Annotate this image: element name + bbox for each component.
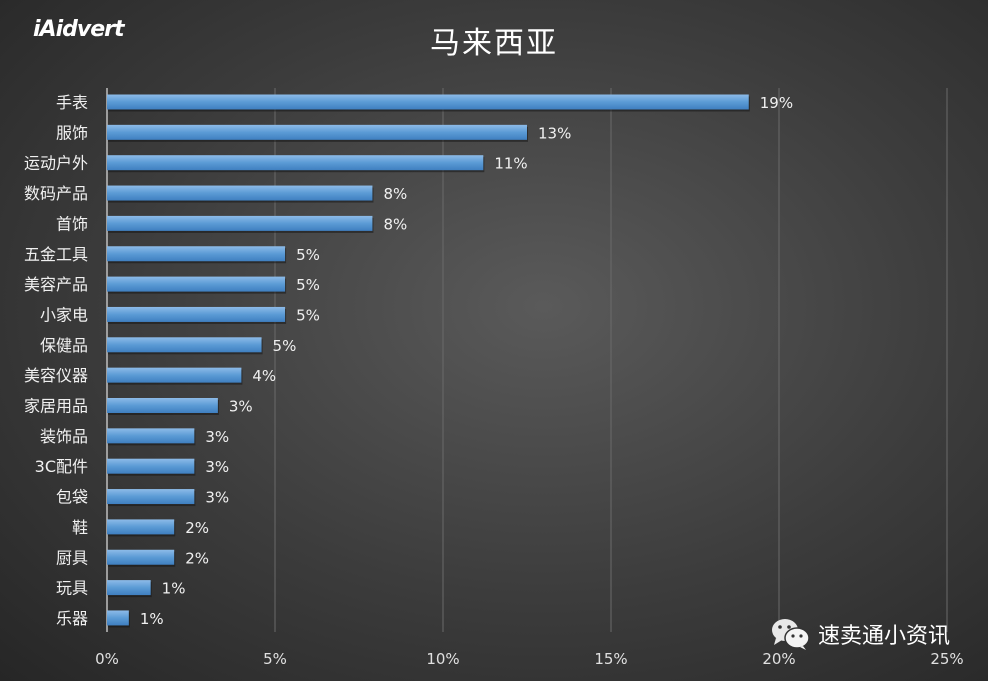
bar — [107, 489, 195, 505]
data-label: 2% — [185, 549, 209, 567]
bar — [107, 337, 262, 353]
category-label: 手表 — [56, 93, 88, 112]
data-label: 5% — [273, 337, 297, 355]
category-label: 小家电 — [40, 305, 88, 324]
x-tick-label: 5% — [263, 650, 287, 668]
x-tick-label: 0% — [95, 650, 119, 668]
watermark: 速卖通小资讯 — [770, 618, 950, 650]
data-label: 3% — [205, 489, 229, 507]
bar — [107, 124, 527, 140]
x-tick-label: 25% — [930, 650, 963, 668]
data-label: 5% — [296, 306, 320, 324]
data-label: 5% — [296, 246, 320, 264]
data-label: 4% — [252, 367, 276, 385]
bar — [107, 246, 286, 262]
chart-title: 马来西亚 — [430, 26, 558, 61]
data-label: 1% — [140, 610, 164, 628]
data-label: 2% — [185, 519, 209, 537]
data-label: 19% — [760, 94, 793, 112]
bar — [107, 398, 218, 413]
data-label: 3% — [229, 398, 253, 416]
category-label: 包袋 — [56, 488, 88, 507]
data-label: 8% — [383, 215, 407, 233]
bar — [107, 276, 286, 292]
category-label: 美容产品 — [24, 275, 88, 294]
watermark-text: 速卖通小资讯 — [818, 624, 951, 649]
bar — [107, 215, 373, 231]
x-tick-label: 15% — [594, 650, 627, 668]
data-label: 3% — [205, 428, 229, 446]
category-label: 装饰品 — [40, 427, 88, 446]
category-label: 美容仪器 — [24, 366, 88, 385]
wechat-icon — [772, 619, 810, 650]
category-label: 服饰 — [56, 123, 88, 142]
bar — [107, 306, 286, 322]
category-label: 厨具 — [56, 548, 88, 567]
bar — [107, 428, 195, 444]
bar — [107, 185, 373, 201]
bar — [107, 519, 175, 535]
bar — [107, 94, 749, 110]
x-tick-label: 10% — [426, 650, 459, 668]
category-label: 保健品 — [40, 336, 88, 355]
data-label: 8% — [383, 185, 407, 203]
x-tick-label: 20% — [762, 650, 795, 668]
data-label: 3% — [205, 458, 229, 476]
data-label: 1% — [162, 580, 186, 598]
bar — [107, 367, 242, 383]
bar — [107, 458, 195, 474]
category-label: 五金工具 — [24, 245, 88, 264]
category-label: 鞋 — [72, 518, 88, 537]
category-label: 乐器 — [56, 609, 88, 628]
category-label: 首饰 — [56, 214, 88, 233]
data-label: 13% — [538, 124, 571, 142]
bar — [107, 610, 129, 626]
data-label: 5% — [296, 276, 320, 294]
aidvert-logo: iAidvert — [33, 17, 124, 42]
category-label: 运动户外 — [24, 154, 88, 173]
category-label: 玩具 — [56, 579, 88, 598]
category-label: 家居用品 — [24, 397, 88, 416]
bar — [107, 155, 484, 171]
category-label: 3C配件 — [35, 457, 88, 476]
data-label: 11% — [494, 155, 527, 173]
bar — [107, 549, 175, 565]
bar — [107, 580, 151, 596]
category-label: 数码产品 — [24, 184, 88, 203]
